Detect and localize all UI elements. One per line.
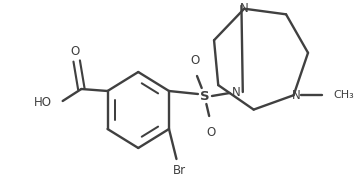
Text: S: S bbox=[200, 90, 209, 103]
Text: N: N bbox=[232, 86, 241, 98]
Text: O: O bbox=[70, 45, 79, 57]
Text: N: N bbox=[240, 2, 249, 15]
Text: CH₃: CH₃ bbox=[334, 90, 354, 100]
Text: HO: HO bbox=[34, 96, 51, 108]
Text: O: O bbox=[206, 125, 216, 139]
Text: O: O bbox=[190, 54, 200, 67]
Text: N: N bbox=[292, 89, 301, 102]
Text: Br: Br bbox=[173, 163, 186, 176]
